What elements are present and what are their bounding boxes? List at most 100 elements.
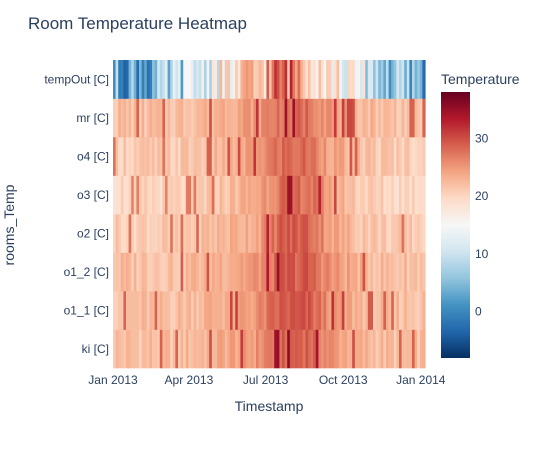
heatmap-cell <box>386 175 390 215</box>
heatmap-cell <box>414 252 418 292</box>
colorbar-tick-label: 0 <box>475 305 482 319</box>
heatmap-cell <box>175 214 179 253</box>
heatmap-cell <box>243 98 247 138</box>
heatmap-cell <box>128 291 132 330</box>
heatmap-cell <box>245 214 249 253</box>
heatmap-cell <box>227 252 231 292</box>
heatmap-cell <box>282 98 286 138</box>
heatmap-cell <box>149 252 153 292</box>
heatmap-cell <box>193 291 197 330</box>
heatmap-cell <box>419 329 423 369</box>
heatmap-cell <box>170 175 174 215</box>
heatmap-cell <box>152 329 156 369</box>
heatmap-cell <box>419 175 423 215</box>
heatmap-cell <box>253 291 257 330</box>
heatmap-cell <box>321 252 325 292</box>
heatmap-cell <box>287 60 291 99</box>
heatmap-cell <box>258 137 262 176</box>
heatmap-cell <box>219 329 223 369</box>
heatmap-cell <box>248 252 252 292</box>
heatmap-cell <box>310 214 314 253</box>
heatmap-cell <box>336 214 340 253</box>
heatmap-cell <box>196 98 200 138</box>
heatmap-cell <box>178 252 182 292</box>
heatmap-cell <box>159 329 163 369</box>
heatmap-cell <box>367 60 371 99</box>
heatmap-cell <box>302 137 306 176</box>
heatmap-cell <box>300 98 304 138</box>
heatmap-cell <box>321 214 325 253</box>
heatmap-cell <box>149 329 153 369</box>
y-tick-label: ki [C] <box>82 342 109 356</box>
heatmap-cell <box>282 214 286 253</box>
heatmap-cell <box>115 175 119 215</box>
heatmap-cell <box>315 175 319 215</box>
heatmap-cell <box>144 329 148 369</box>
heatmap-cell <box>120 175 124 215</box>
heatmap-cell <box>165 137 169 176</box>
heatmap-cell <box>154 214 158 253</box>
heatmap-cell <box>297 329 301 369</box>
heatmap-cell <box>133 252 137 292</box>
heatmap-cell <box>172 214 176 253</box>
heatmap-cell <box>237 252 241 292</box>
heatmap-cell <box>120 137 124 176</box>
heatmap-cell <box>170 291 174 330</box>
heatmap-cell <box>136 175 140 215</box>
heatmap-cell <box>230 60 234 99</box>
heatmap-cell <box>383 291 387 330</box>
heatmap-cell <box>274 175 278 215</box>
heatmap-cell <box>152 175 156 215</box>
heatmap-cell <box>404 60 408 99</box>
heatmap-cell <box>261 214 265 253</box>
heatmap-cell <box>224 252 228 292</box>
heatmap-cell <box>237 214 241 253</box>
heatmap-cell <box>313 291 317 330</box>
heatmap-cell <box>276 60 280 99</box>
heatmap-cell <box>258 214 262 253</box>
x-tick-label: Apr 2013 <box>165 373 214 387</box>
heatmap-cell <box>133 98 137 138</box>
heatmap-cell <box>305 214 309 253</box>
heatmap-cell <box>375 60 379 99</box>
heatmap-cell <box>323 137 327 176</box>
heatmap-cell <box>380 329 384 369</box>
heatmap-cell <box>292 98 296 138</box>
heatmap-cell <box>349 60 353 99</box>
heatmap-cell <box>289 214 293 253</box>
heatmap-cell <box>315 98 319 138</box>
heatmap-cell <box>323 175 327 215</box>
heatmap-cell <box>279 214 283 253</box>
heatmap-cell <box>183 175 187 215</box>
heatmap-cell <box>300 291 304 330</box>
heatmap-cell <box>354 60 358 99</box>
heatmap-cell <box>250 98 254 138</box>
heatmap-cell <box>232 98 236 138</box>
heatmap-cell <box>399 329 403 369</box>
heatmap-cell <box>157 214 161 253</box>
heatmap-cell <box>269 137 273 176</box>
heatmap-cell <box>386 137 390 176</box>
heatmap-cell <box>375 175 379 215</box>
heatmap-cell <box>360 60 364 99</box>
heatmap-cell <box>243 291 247 330</box>
heatmap-cell <box>344 291 348 330</box>
heatmap-cell <box>380 98 384 138</box>
heatmap-cell <box>266 291 270 330</box>
heatmap-cell <box>378 60 382 99</box>
heatmap-cell <box>336 329 340 369</box>
y-tick-label: o2 [C] <box>77 226 109 240</box>
heatmap-cell <box>344 252 348 292</box>
heatmap-cell <box>144 214 148 253</box>
heatmap-cell <box>256 214 260 253</box>
heatmap-cell <box>373 98 377 138</box>
heatmap-cell <box>352 175 356 215</box>
heatmap-cell <box>248 329 252 369</box>
heatmap-cell <box>323 214 327 253</box>
heatmap-cell <box>123 175 127 215</box>
heatmap-cell <box>326 291 330 330</box>
heatmap-cell <box>198 214 202 253</box>
heatmap-cell <box>165 175 169 215</box>
heatmap-cell <box>370 98 374 138</box>
heatmap-cell <box>321 175 325 215</box>
